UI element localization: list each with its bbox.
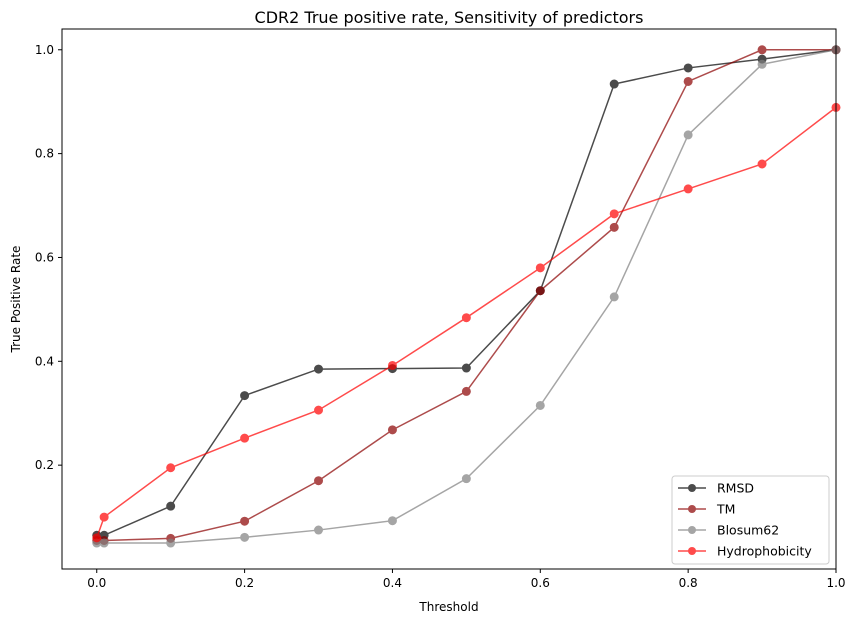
x-tick-label: 0.4	[383, 576, 402, 590]
data-point	[99, 538, 109, 548]
series-line	[96, 49, 837, 544]
data-point	[757, 59, 767, 69]
data-point	[240, 391, 250, 401]
data-point	[92, 533, 102, 543]
data-point	[461, 474, 471, 484]
legend-entry: Blosum62	[678, 523, 779, 538]
x-tick-label: 0.6	[531, 576, 550, 590]
data-point	[314, 364, 324, 374]
y-tick-label: 0.6	[35, 250, 54, 264]
data-point	[757, 159, 767, 169]
legend-entry: Hydrophobicity	[678, 544, 812, 559]
legend-label: Blosum62	[717, 523, 779, 538]
data-point	[609, 79, 619, 89]
data-point	[166, 463, 176, 473]
x-tick-label: 1.0	[826, 576, 845, 590]
data-point	[535, 263, 545, 273]
series-line	[96, 49, 837, 536]
y-axis-label: True Positive Rate	[9, 246, 23, 354]
legend-swatch	[678, 526, 706, 534]
series-line	[96, 49, 836, 542]
y-tick-label: 0.8	[35, 147, 54, 161]
data-point	[240, 516, 250, 526]
legend-label: TM	[716, 502, 735, 517]
data-point	[683, 76, 693, 86]
series-tm	[92, 45, 841, 545]
y-tick-label: 0.4	[35, 354, 54, 368]
x-tick-label: 0.2	[235, 576, 254, 590]
legend-label: RMSD	[717, 481, 754, 496]
y-tick-label: 1.0	[35, 43, 54, 57]
data-point	[240, 433, 250, 443]
y-tick-label: 0.2	[35, 458, 54, 472]
data-point	[166, 501, 176, 511]
legend-entry: RMSD	[678, 481, 754, 496]
series-rmsd	[92, 45, 841, 540]
data-point	[609, 209, 619, 219]
x-axis-label: Threshold	[418, 600, 478, 614]
data-point	[683, 63, 693, 73]
chart-title: CDR2 True positive rate, Sensitivity of …	[255, 8, 644, 27]
series-blosum62	[92, 45, 841, 548]
data-point	[461, 386, 471, 396]
data-point	[387, 425, 397, 435]
x-tick-label: 0.0	[87, 576, 106, 590]
data-point	[461, 313, 471, 323]
data-point	[609, 222, 619, 232]
data-point	[535, 286, 545, 296]
data-point	[166, 538, 176, 548]
data-point	[314, 405, 324, 415]
data-point	[387, 360, 397, 370]
data-point	[99, 512, 109, 522]
data-point	[609, 292, 619, 302]
data-point	[683, 130, 693, 140]
legend-swatch	[678, 547, 706, 555]
legend-label: Hydrophobicity	[717, 544, 812, 559]
legend-swatch	[678, 505, 706, 513]
legend-swatch	[678, 484, 706, 492]
data-point	[314, 476, 324, 486]
data-point	[683, 184, 693, 194]
series-line	[96, 106, 837, 539]
plot-frame	[61, 28, 837, 570]
data-point	[314, 525, 324, 535]
legend-box	[671, 475, 830, 565]
x-tick-label: 0.8	[679, 576, 698, 590]
legend: RMSD TM Blosum62 Hydrophobicity	[671, 475, 830, 565]
data-point	[461, 363, 471, 373]
data-point	[757, 45, 767, 55]
data-point	[240, 532, 250, 542]
legend-entry: TM	[678, 502, 735, 517]
data-point	[535, 400, 545, 410]
data-point	[387, 516, 397, 526]
